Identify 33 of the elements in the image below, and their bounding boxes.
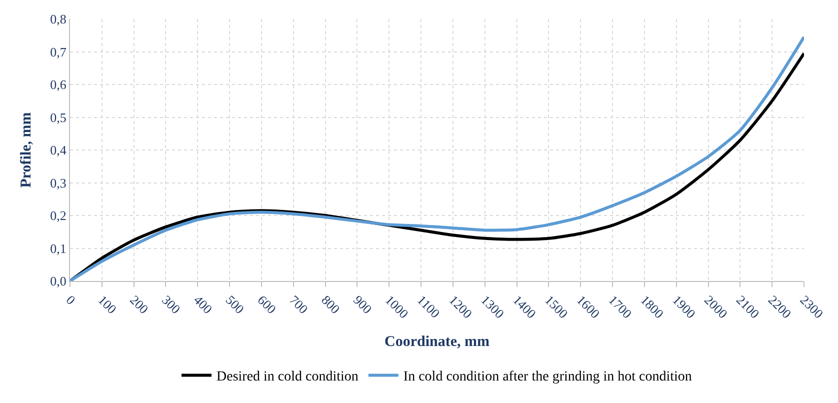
x-tick-label: 0 (63, 292, 78, 308)
x-tick-label: 1600 (574, 292, 603, 322)
y-tick-label: 0,5 (50, 110, 66, 125)
x-tick-label: 1700 (606, 292, 635, 322)
y-tick-label: 0,1 (50, 240, 66, 256)
x-tick-label: 400 (190, 292, 216, 317)
y-tick-label: 0,8 (50, 12, 66, 27)
y-tick-label: 0,4 (50, 142, 67, 158)
legend-label: In cold condition after the grinding in hot condition (403, 370, 692, 385)
x-tick-label: 800 (318, 292, 343, 317)
x-tick-label: 600 (254, 292, 280, 317)
x-tick-label: 700 (286, 292, 312, 317)
y-tick-label: 0,2 (50, 208, 66, 224)
x-tick-label: 500 (222, 292, 248, 317)
x-tick-label: 1100 (414, 292, 443, 321)
x-tick-label: 1200 (446, 292, 476, 322)
x-tick-label: 900 (350, 292, 375, 317)
y-tick-label: 0,6 (50, 77, 67, 92)
x-tick-label: 100 (95, 292, 120, 317)
y-axis-title: Profile, mm (18, 112, 34, 188)
y-tick-label: 0,7 (50, 44, 67, 60)
x-tick-label: 1300 (478, 292, 508, 322)
x-axis-title: Coordinate, mm (384, 334, 490, 350)
x-tick-label: 1000 (382, 292, 412, 322)
x-tick-label: 1400 (510, 292, 540, 322)
x-tick-label: 200 (127, 292, 152, 317)
x-tick-label: 1500 (542, 292, 571, 322)
legend-label: Desired in cold condition (216, 370, 358, 385)
x-tick-label: 1800 (638, 292, 667, 322)
x-tick-label: 300 (159, 292, 184, 317)
y-tick-label: 0,0 (50, 274, 66, 289)
x-tick-label: 1900 (670, 292, 699, 322)
y-tick-label: 0,3 (50, 175, 66, 190)
